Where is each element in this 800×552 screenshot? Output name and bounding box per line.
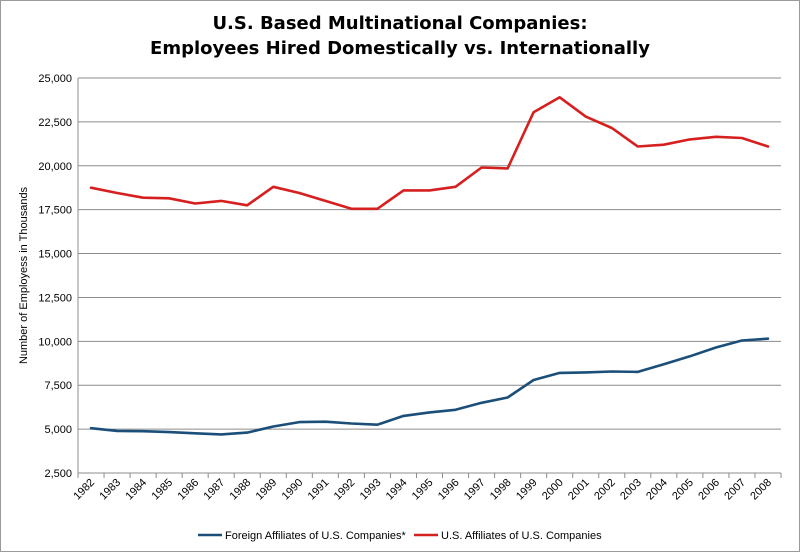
y-tick-label: 15,000 [38, 249, 72, 261]
x-tick-label: 2001 [566, 477, 592, 503]
y-tick-label: 22,500 [38, 117, 72, 129]
y-tick-label: 2,500 [44, 468, 72, 480]
x-tick-label: 1997 [462, 477, 488, 503]
x-tick-label: 2005 [670, 477, 696, 503]
series-line-2 [89, 96, 770, 211]
gridlines [77, 77, 781, 474]
x-tick-label: 1989 [254, 477, 280, 503]
y-tick-label: 20,000 [38, 161, 72, 173]
x-tick-label: 2007 [722, 477, 748, 503]
y-tick-label: 5,000 [44, 424, 72, 436]
legend: Foreign Affiliates of U.S. Companies* U.S… [198, 530, 602, 542]
x-tick-label: 1991 [306, 477, 332, 503]
x-tick-label: 2006 [696, 477, 722, 503]
chart-title-line2: Employees Hired Domestically vs. Interna… [150, 38, 650, 59]
x-tick-label: 1995 [410, 477, 436, 503]
x-tick-label: 1990 [280, 477, 306, 503]
y-tick-label: 17,500 [38, 205, 72, 217]
y-tick-labels: 2,500 5,000 7,500 10,000 12,500 15,000 17,500 2… [38, 73, 72, 480]
x-tick-label: 1983 [97, 477, 123, 503]
y-tick-label: 25,000 [38, 73, 72, 85]
x-tick-label: 1985 [149, 477, 175, 503]
chart-title-line1: U.S. Based Multinational Companies: [212, 13, 588, 34]
x-tick-label: 1988 [228, 477, 254, 503]
x-tick-label: 1998 [488, 477, 514, 503]
x-tick-label: 1982 [71, 477, 97, 503]
x-tick-label: 1996 [436, 477, 462, 503]
x-tick-label: 1994 [384, 477, 410, 503]
x-tick-label: 1992 [332, 477, 358, 503]
x-tick-label: 1999 [514, 477, 540, 503]
x-tick-label: 1993 [358, 477, 384, 503]
x-tick-label: 1984 [123, 477, 149, 503]
x-tick-label: 2008 [748, 477, 774, 503]
legend-label-1: Foreign Affiliates of U.S. Companies* [225, 530, 406, 542]
y-tick-label: 10,000 [38, 336, 72, 348]
x-tick-label: 2002 [592, 477, 618, 503]
series-lines [89, 96, 770, 436]
x-tick-labels: 1982 1983 1984 1985 1986 1987 1988 1989 1990 1991… [71, 473, 782, 503]
y-tick-label: 7,500 [44, 380, 72, 392]
legend-label-2: U.S. Affiliates of U.S. Companies [441, 530, 602, 542]
x-tick-label: 2003 [618, 477, 644, 503]
chart-title: U.S. Based Multinational Companies: Empl… [1, 11, 799, 61]
x-tick-label: 2000 [540, 477, 566, 503]
x-tick-label: 1987 [202, 477, 228, 503]
y-tick-label: 12,500 [38, 292, 72, 304]
y-axis-label: Number of Employess in Thousands [18, 186, 30, 364]
x-tick-label: 1986 [175, 477, 201, 503]
x-tick-label: 2004 [644, 477, 670, 503]
series-line-1 [89, 337, 770, 436]
